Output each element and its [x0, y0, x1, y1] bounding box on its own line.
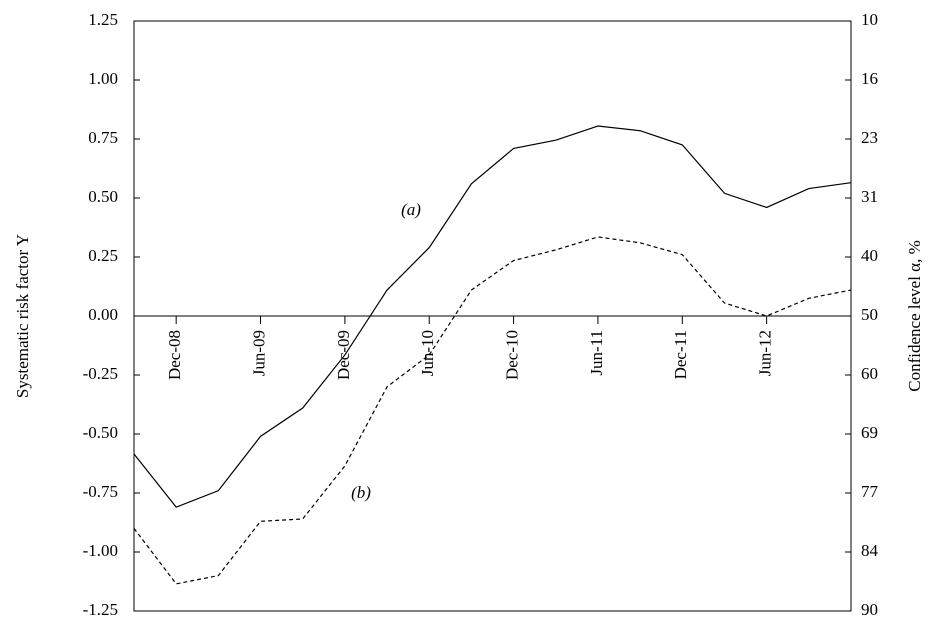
- y-tick-label: -1.25: [83, 600, 118, 619]
- y2-tick-label: 31: [861, 187, 878, 206]
- series-line: [133, 125, 852, 508]
- y-tick-label: 1.00: [88, 69, 118, 88]
- x-tick-label: Jun-10: [418, 330, 437, 376]
- y2-tick-label: 90: [861, 600, 878, 619]
- series-annotation: (a): [401, 200, 421, 219]
- y-tick-label: -0.50: [83, 423, 118, 442]
- y2-tick-label: 77: [861, 482, 879, 501]
- y2-tick-label: 23: [861, 128, 878, 147]
- y-tick-label: 0.00: [88, 305, 118, 324]
- x-tick-label: Jun-12: [756, 330, 775, 376]
- y-tick-label: 0.25: [88, 246, 118, 265]
- x-tick-label: Dec-11: [671, 330, 690, 379]
- x-tick-label: Jun-11: [587, 330, 606, 376]
- series-line: [133, 236, 852, 585]
- y-tick-label: 0.50: [88, 187, 118, 206]
- y-tick-label: -0.25: [83, 364, 118, 383]
- y-tick-label: 0.75: [88, 128, 118, 147]
- x-tick-label: Dec-09: [334, 330, 353, 380]
- y-axis-label: Systematic risk factor Y: [13, 234, 32, 398]
- y2-tick-label: 50: [861, 305, 878, 324]
- y2-axis-label: Confidence level α, %: [905, 240, 924, 391]
- y-tick-label: -1.00: [83, 541, 118, 560]
- x-tick-label: Dec-08: [165, 330, 184, 380]
- y-tick-label: -0.75: [83, 482, 118, 501]
- y2-tick-label: 16: [861, 69, 878, 88]
- y2-tick-label: 40: [861, 246, 878, 265]
- y2-tick-label: 60: [861, 364, 878, 383]
- x-tick-label: Jun-09: [249, 330, 268, 376]
- y2-tick-label: 84: [861, 541, 879, 560]
- y2-tick-label: 69: [861, 423, 878, 442]
- series-annotation: (b): [351, 483, 371, 502]
- x-tick-label: Dec-10: [502, 330, 521, 380]
- y2-tick-label: 10: [861, 10, 878, 29]
- y-tick-label: 1.25: [88, 10, 118, 29]
